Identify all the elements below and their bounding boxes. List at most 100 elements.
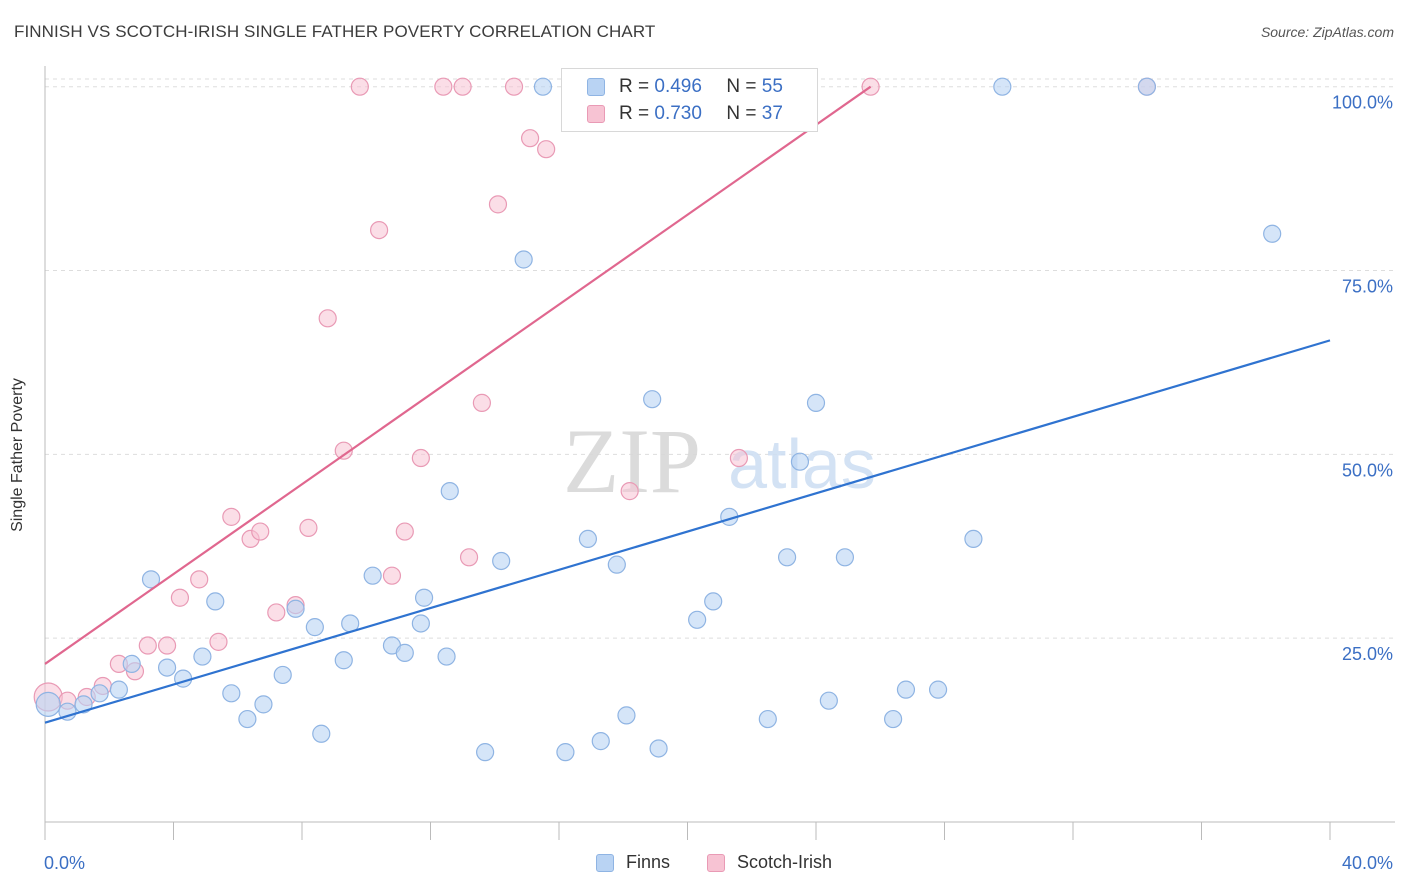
finns-point xyxy=(74,695,93,714)
finns-point xyxy=(533,77,553,96)
chart-title: FINNISH VS SCOTCH-IRISH SINGLE FATHER PO… xyxy=(14,22,656,41)
y-tick-label: 100.0% xyxy=(1332,93,1393,113)
finns-point xyxy=(514,250,533,269)
finns-point xyxy=(591,732,610,751)
finns-point xyxy=(556,743,575,762)
n-label: N = xyxy=(726,76,757,97)
stats-row-finns: R = 0.496 N = 55 xyxy=(562,74,783,100)
y-tick-label: 50.0% xyxy=(1342,460,1393,480)
finns-point xyxy=(305,618,324,637)
r-label: R = xyxy=(619,103,650,124)
finns-point xyxy=(688,610,707,629)
finns-point xyxy=(964,529,983,549)
finns-point xyxy=(238,709,257,729)
scotch-irish-point xyxy=(537,140,556,159)
finns-point xyxy=(777,548,797,567)
finns-point xyxy=(806,393,826,412)
r-value: 0.730 xyxy=(654,103,702,124)
finns-point xyxy=(157,658,177,677)
y-tick-label: 75.0% xyxy=(1342,277,1393,297)
finns-point xyxy=(334,651,353,670)
finns-point xyxy=(607,555,626,574)
finns-point xyxy=(273,665,292,685)
y-tick-label: 25.0% xyxy=(1342,644,1393,664)
finns-points xyxy=(35,77,1282,762)
legend-item-scotch-irish: Scotch-Irish xyxy=(707,852,832,873)
scotch-irish-point xyxy=(488,195,508,214)
scotch-irish-point xyxy=(472,393,491,412)
finns-point xyxy=(437,647,456,666)
finns-point xyxy=(414,588,434,607)
finns-point xyxy=(109,680,128,699)
scotch-irish-point xyxy=(138,636,157,655)
scotch-irish-point xyxy=(209,632,228,651)
finns-point xyxy=(141,570,161,589)
legend-swatch-scotch-irish xyxy=(707,853,725,872)
stats-row-scotch-irish: R = 0.730 N = 37 xyxy=(562,101,783,127)
finns-point xyxy=(617,706,636,725)
trend-lines xyxy=(44,85,1331,724)
scotch-irish-point xyxy=(459,548,479,567)
finns-point xyxy=(35,691,61,717)
stats-legend: R = 0.496 N = 55 R = 0.730 N = 37 xyxy=(561,68,818,132)
finns-point xyxy=(254,695,273,714)
finns-trend-line xyxy=(44,339,1331,724)
source-label: Source: ZipAtlas.com xyxy=(1260,24,1394,40)
scotch-irish-point xyxy=(157,636,177,655)
finns-point xyxy=(363,566,382,585)
n-value: 37 xyxy=(761,103,783,124)
finns-point xyxy=(883,709,903,729)
x-tick-label: 0.0% xyxy=(44,853,85,873)
finns-point xyxy=(928,680,948,699)
n-label: N = xyxy=(726,103,757,124)
scotch-irish-point xyxy=(729,448,749,468)
finns-point xyxy=(122,654,141,674)
scotch-irish-point xyxy=(434,77,453,96)
scotch-irish-point xyxy=(370,220,389,240)
finns-point xyxy=(492,551,511,571)
scotch-irish-point xyxy=(620,482,639,501)
scotch-irish-point xyxy=(267,603,286,622)
legend-item-finns: Finns xyxy=(596,852,670,873)
scotch-irish-point xyxy=(382,566,402,585)
scotch-irish-trend-line xyxy=(44,85,872,665)
finns-point xyxy=(222,684,241,703)
finns-point xyxy=(819,691,838,710)
finns-point xyxy=(174,669,193,688)
finns-point xyxy=(90,684,109,703)
watermark: ZIP atlas xyxy=(563,410,876,512)
finns-point xyxy=(476,743,495,762)
scotch-irish-point xyxy=(222,507,241,526)
y-axis-title: Single Father Poverty xyxy=(9,378,26,532)
finns-point xyxy=(835,548,855,567)
finns-point xyxy=(993,77,1012,96)
finns-point xyxy=(790,452,810,471)
x-tick-label: 40.0% xyxy=(1342,853,1393,873)
gridlines xyxy=(45,78,1395,639)
scotch-irish-point xyxy=(170,588,190,607)
scotch-irish-swatch xyxy=(587,105,605,123)
finns-point xyxy=(206,592,225,611)
finns-point xyxy=(704,592,723,611)
finns-point xyxy=(440,482,459,501)
legend-label-scotch-irish: Scotch-Irish xyxy=(737,852,833,872)
scotch-irish-point xyxy=(334,441,353,460)
scotch-irish-point xyxy=(411,448,430,468)
r-label: R = xyxy=(619,76,650,97)
scotch-irish-point xyxy=(520,129,540,148)
finns-point xyxy=(649,739,668,758)
finns-point xyxy=(286,599,305,618)
finns-point xyxy=(758,709,777,729)
finns-point xyxy=(1137,77,1156,96)
n-value: 55 xyxy=(761,76,783,97)
tick-labels: 25.0% 50.0% 75.0% 100.0% 0.0% 40.0% xyxy=(44,93,1393,873)
scotch-irish-point xyxy=(395,522,414,541)
legend-swatch-finns xyxy=(596,853,614,872)
finns-point xyxy=(578,529,598,549)
finns-point xyxy=(643,390,662,409)
scotch-irish-point xyxy=(299,518,318,537)
finns-swatch xyxy=(587,78,605,96)
finns-point xyxy=(312,724,331,743)
finns-point xyxy=(896,680,916,699)
